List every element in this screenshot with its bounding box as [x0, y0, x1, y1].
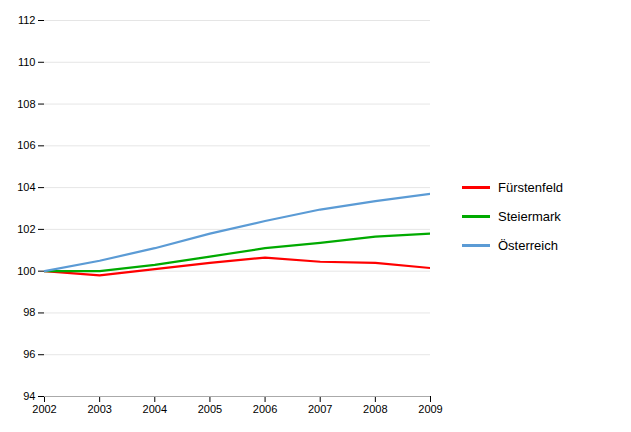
svg-text:2002: 2002	[32, 403, 56, 415]
svg-text:2009: 2009	[418, 403, 442, 415]
html-text:Steiermark: Steiermark	[498, 208, 561, 224]
svg-text:104: 104	[17, 181, 35, 193]
svg-text:2003: 2003	[87, 403, 111, 415]
svg-text:98: 98	[23, 306, 35, 318]
svg-text:94: 94	[23, 390, 35, 402]
svg-text:96: 96	[23, 348, 35, 360]
svg-text:2006: 2006	[253, 403, 277, 415]
html-text:Fürstenfeld: Fürstenfeld	[498, 179, 563, 195]
svg-text:112: 112	[18, 14, 36, 26]
svg-text:102: 102	[17, 223, 35, 235]
svg-text:106: 106	[17, 139, 35, 151]
svg-text:2008: 2008	[363, 403, 387, 415]
svg-text:110: 110	[18, 56, 36, 68]
svg-text:100: 100	[17, 265, 35, 277]
svg-text:2007: 2007	[308, 403, 332, 415]
html-text:Österreich: Österreich	[498, 237, 558, 253]
svg-text:108: 108	[17, 98, 35, 110]
svg-text:2005: 2005	[198, 403, 222, 415]
svg-text:2004: 2004	[143, 403, 167, 415]
